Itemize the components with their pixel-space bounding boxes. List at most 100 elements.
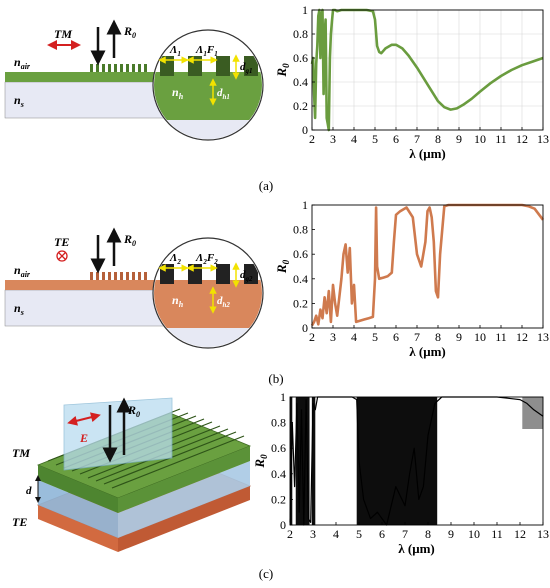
panel-label-b: (b) xyxy=(268,371,283,386)
x-tick-label: 6 xyxy=(393,132,399,146)
y-tick-label: 0 xyxy=(280,518,286,532)
y-tick-label: 0 xyxy=(302,123,308,137)
out-of-plane-icon xyxy=(56,250,68,262)
y-tick-label: 0.4 xyxy=(271,467,286,481)
polarization-label: TE xyxy=(54,235,69,249)
y-tick-label: 0.6 xyxy=(293,247,308,261)
e-field-label: E xyxy=(79,431,88,445)
y-axis-label: R0 xyxy=(274,63,291,78)
y-tick-label: 0.8 xyxy=(271,416,286,430)
y-tick-label: 0.6 xyxy=(293,51,308,65)
schematic-b: TE R0 nair ns nh Λ2 Λ2F2 dg2 dh2 xyxy=(4,227,264,349)
x-tick-label: 12 xyxy=(516,330,528,344)
x-tick-label: 2 xyxy=(287,527,293,541)
dg-label: dg1 xyxy=(240,61,253,75)
reflect-label: R0 xyxy=(127,403,140,419)
y-tick-label: 1 xyxy=(302,3,308,17)
grating-teeth xyxy=(90,64,147,72)
n-air-label: nair xyxy=(14,55,31,71)
y-tick-label: 0.8 xyxy=(293,27,308,41)
x-tick-label: 4 xyxy=(351,330,357,344)
x-tick-label: 13 xyxy=(537,132,549,146)
x-tick-label: 11 xyxy=(491,527,503,541)
chart-c: 2 3 4 5 6 7 8 9 10 11 12 13 0 0.2 0.4 0.6 0.8 1 λ (μm) R0 xyxy=(252,390,549,556)
series-line xyxy=(310,8,544,132)
x-tick-label: 4 xyxy=(333,527,339,541)
dh-label: dh1 xyxy=(217,87,230,101)
tm-label: TM xyxy=(12,446,30,460)
e-field-arrow xyxy=(67,412,101,426)
chart-b: 2 3 4 5 6 7 8 9 10 11 12 13 0 0.2 0.4 0.6 0.8 1 λ (μm) R0 xyxy=(274,198,549,359)
x-tick-label: 6 xyxy=(393,330,399,344)
y-tick-label: 1 xyxy=(280,390,286,404)
x-tick-label: 5 xyxy=(372,330,378,344)
x-tick-label: 12 xyxy=(514,527,526,541)
plot-frame xyxy=(289,396,544,526)
x-axis-label: λ (μm) xyxy=(398,541,435,556)
x-tick-label: 2 xyxy=(309,132,315,146)
y-tick-label: 0.6 xyxy=(271,441,286,455)
x-tick-label: 7 xyxy=(402,527,408,541)
y-tick-label: 0.4 xyxy=(293,272,308,286)
x-tick-label: 3 xyxy=(330,330,336,344)
x-tick-label: 3 xyxy=(330,132,336,146)
y-tick-label: 0.4 xyxy=(293,75,308,89)
x-tick-label: 4 xyxy=(351,132,357,146)
oscillation-band xyxy=(522,397,543,429)
thickness-label: d xyxy=(26,485,32,497)
x-tick-label: 3 xyxy=(310,527,316,541)
x-tick-label: 9 xyxy=(456,132,462,146)
x-tick-label: 10 xyxy=(474,330,486,344)
dh-label: dh2 xyxy=(217,295,230,309)
x-tick-label: 7 xyxy=(414,330,420,344)
schematic-c: E R0 TM TE d xyxy=(12,397,252,552)
x-tick-label: 8 xyxy=(435,330,441,344)
x-tick-label: 8 xyxy=(435,132,441,146)
y-tick-label: 0.2 xyxy=(271,492,286,506)
x-tick-label: 13 xyxy=(537,330,549,344)
x-tick-label: 6 xyxy=(379,527,385,541)
fill-label: Λ2F2 xyxy=(195,252,218,266)
substrate xyxy=(4,289,166,327)
x-axis-label: λ (μm) xyxy=(409,344,446,359)
period-label: Λ1 xyxy=(169,44,181,58)
y-axis-label: R0 xyxy=(274,259,291,274)
x-tick-label: 12 xyxy=(516,132,528,146)
series-line xyxy=(310,203,545,327)
x-tick-label: 11 xyxy=(495,132,507,146)
oscillation-band xyxy=(356,397,438,525)
n-h-label: nh xyxy=(172,293,184,309)
panel-label-c: (c) xyxy=(259,566,273,581)
x-axis-label: λ (μm) xyxy=(409,146,446,161)
n-s-label: ns xyxy=(14,93,24,109)
panel-label-a: (a) xyxy=(259,178,273,193)
x-tick-label: 9 xyxy=(456,330,462,344)
x-tick-label: 11 xyxy=(495,330,507,344)
x-tick-label: 9 xyxy=(448,527,454,541)
grating-teeth xyxy=(90,272,147,280)
period-label: Λ2 xyxy=(169,252,181,266)
y-tick-label: 1 xyxy=(302,198,308,212)
y-tick-label: 0.2 xyxy=(293,296,308,310)
x-tick-label: 13 xyxy=(537,527,549,541)
y-tick-label: 0.2 xyxy=(293,99,308,113)
n-air-label: nair xyxy=(14,263,31,279)
x-tick-label: 10 xyxy=(474,132,486,146)
green-layer xyxy=(5,72,165,82)
oscillation-band xyxy=(311,397,316,525)
polarization-label: TM xyxy=(54,27,72,41)
copper-layer xyxy=(5,280,165,290)
te-label: TE xyxy=(12,515,27,529)
x-tick-label: 7 xyxy=(414,132,420,146)
x-tick-label: 2 xyxy=(309,330,315,344)
plot-frame xyxy=(311,9,544,131)
dg-label: dg2 xyxy=(240,269,253,283)
chart-a: 2 3 4 5 6 7 8 9 10 11 12 13 0 0.2 0.4 0.6 0.8 1 λ (μm) R0 xyxy=(274,3,549,161)
fill-label: Λ1F1 xyxy=(195,44,218,58)
reflect-label: R0 xyxy=(123,24,136,40)
n-h-label: nh xyxy=(172,85,184,101)
schematic-a: TM R0 nair ns nh Λ1 Λ1F1 dg1 dh1 xyxy=(4,19,264,141)
plot-frame xyxy=(311,204,544,329)
